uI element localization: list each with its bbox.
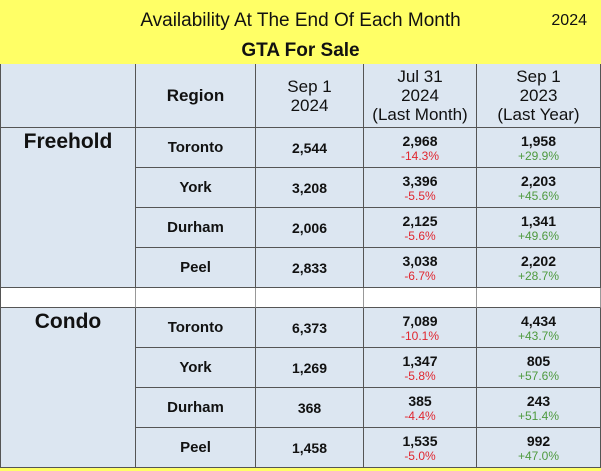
- last-year-header-line-3: (Last Year): [497, 105, 580, 124]
- last-month-change: -5.6%: [404, 228, 436, 243]
- last-month-change: -5.8%: [404, 368, 436, 383]
- last-month-header-line-3: (Last Month): [372, 105, 468, 124]
- spacer-cell: [477, 288, 601, 308]
- current-cell: 2,006: [256, 208, 364, 248]
- current-cell: 3,208: [256, 168, 364, 208]
- last-month-cell: 1,347 -5.8%: [364, 348, 477, 388]
- last-year-change: +45.6%: [517, 188, 560, 203]
- availability-table: Region Sep 1 2024 Jul 31 2024 (Last Mont…: [0, 64, 601, 468]
- last-month-cell: 2,125 -5.6%: [364, 208, 477, 248]
- last-year-header-line-2: 2023: [519, 86, 558, 105]
- region-cell: York: [136, 348, 256, 388]
- region-cell: Peel: [136, 248, 256, 288]
- last-month-change: -14.3%: [400, 148, 440, 163]
- report-title: Availability At The End Of Each Month: [140, 10, 461, 31]
- group-label-condo: Condo: [0, 308, 136, 468]
- current-header-line-2: 2024: [290, 95, 329, 115]
- spacer-cell: [136, 288, 256, 308]
- spacer-cell: [364, 288, 477, 308]
- last-month-cell: 3,396 -5.5%: [364, 168, 477, 208]
- last-year-value: 992: [526, 432, 551, 449]
- last-month-change: -4.4%: [404, 408, 436, 423]
- last-month-header-line-1: Jul 31: [397, 67, 443, 86]
- current-cell: 2,833: [256, 248, 364, 288]
- last-month-cell: 1,535 -5.0%: [364, 428, 477, 468]
- region-cell: Durham: [136, 388, 256, 428]
- region-cell: Toronto: [136, 128, 256, 168]
- last-month-value: 1,535: [402, 432, 438, 449]
- last-month-value: 3,038: [402, 252, 438, 269]
- current-cell: 2,544: [256, 128, 364, 168]
- last-month-change: -5.0%: [404, 448, 436, 463]
- last-year-value: 4,434: [520, 312, 557, 329]
- last-year-value: 2,202: [520, 252, 557, 269]
- last-month-change: -10.1%: [400, 328, 440, 343]
- last-month-change: -6.7%: [404, 268, 436, 283]
- last-month-value: 1,347: [402, 352, 438, 369]
- last-year-change: +43.7%: [517, 328, 560, 343]
- last-year-change: +47.0%: [517, 448, 560, 463]
- spacer-cell: [256, 288, 364, 308]
- last-month-cell: 385 -4.4%: [364, 388, 477, 428]
- region-column-header: Region: [136, 64, 256, 128]
- last-year-change: +49.6%: [517, 228, 560, 243]
- last-year-value: 2,203: [520, 172, 557, 189]
- last-year-value: 243: [526, 392, 551, 409]
- region-cell: York: [136, 168, 256, 208]
- last-year-cell: 805 +57.6%: [477, 348, 601, 388]
- last-year-value: 1,958: [520, 132, 557, 149]
- report-year: 2024: [551, 12, 587, 29]
- last-month-value: 385: [408, 392, 432, 409]
- last-year-header-line-1: Sep 1: [516, 67, 561, 86]
- region-cell: Durham: [136, 208, 256, 248]
- last-year-change: +51.4%: [517, 408, 560, 423]
- current-cell: 1,269: [256, 348, 364, 388]
- region-cell: Peel: [136, 428, 256, 468]
- current-column-header: Sep 1 2024: [256, 64, 364, 128]
- last-month-value: 3,396: [402, 172, 438, 189]
- report-header: Availability At The End Of Each Month 20…: [0, 0, 601, 65]
- last-year-value: 1,341: [520, 212, 557, 229]
- last-year-cell: 992 +47.0%: [477, 428, 601, 468]
- last-year-change: +57.6%: [517, 368, 560, 383]
- current-cell: 368: [256, 388, 364, 428]
- current-cell: 1,458: [256, 428, 364, 468]
- last-month-value: 2,968: [402, 132, 438, 149]
- last-month-cell: 3,038 -6.7%: [364, 248, 477, 288]
- last-year-cell: 4,434 +43.7%: [477, 308, 601, 348]
- last-year-value: 805: [526, 352, 551, 369]
- last-month-header-line-2: 2024: [401, 86, 439, 105]
- last-year-change: +29.9%: [517, 148, 560, 163]
- group-header-cell: [0, 64, 136, 128]
- last-month-value: 2,125: [402, 212, 438, 229]
- last-year-change: +28.7%: [517, 268, 560, 283]
- current-cell: 6,373: [256, 308, 364, 348]
- group-label-freehold: Freehold: [0, 128, 136, 288]
- last-month-change: -5.5%: [404, 188, 436, 203]
- spacer-cell: [0, 288, 136, 308]
- last-year-cell: 243 +51.4%: [477, 388, 601, 428]
- last-year-cell: 2,203 +45.6%: [477, 168, 601, 208]
- last-year-cell: 1,958 +29.9%: [477, 128, 601, 168]
- last-month-cell: 2,968 -14.3%: [364, 128, 477, 168]
- last-year-column-header: Sep 1 2023 (Last Year): [477, 64, 601, 128]
- region-cell: Toronto: [136, 308, 256, 348]
- current-header-line-1: Sep 1: [287, 76, 332, 96]
- last-month-column-header: Jul 31 2024 (Last Month): [364, 64, 477, 128]
- last-month-value: 7,089: [402, 312, 438, 329]
- last-year-cell: 2,202 +28.7%: [477, 248, 601, 288]
- report-subtitle: GTA For Sale: [241, 40, 360, 61]
- last-month-cell: 7,089 -10.1%: [364, 308, 477, 348]
- last-year-cell: 1,341 +49.6%: [477, 208, 601, 248]
